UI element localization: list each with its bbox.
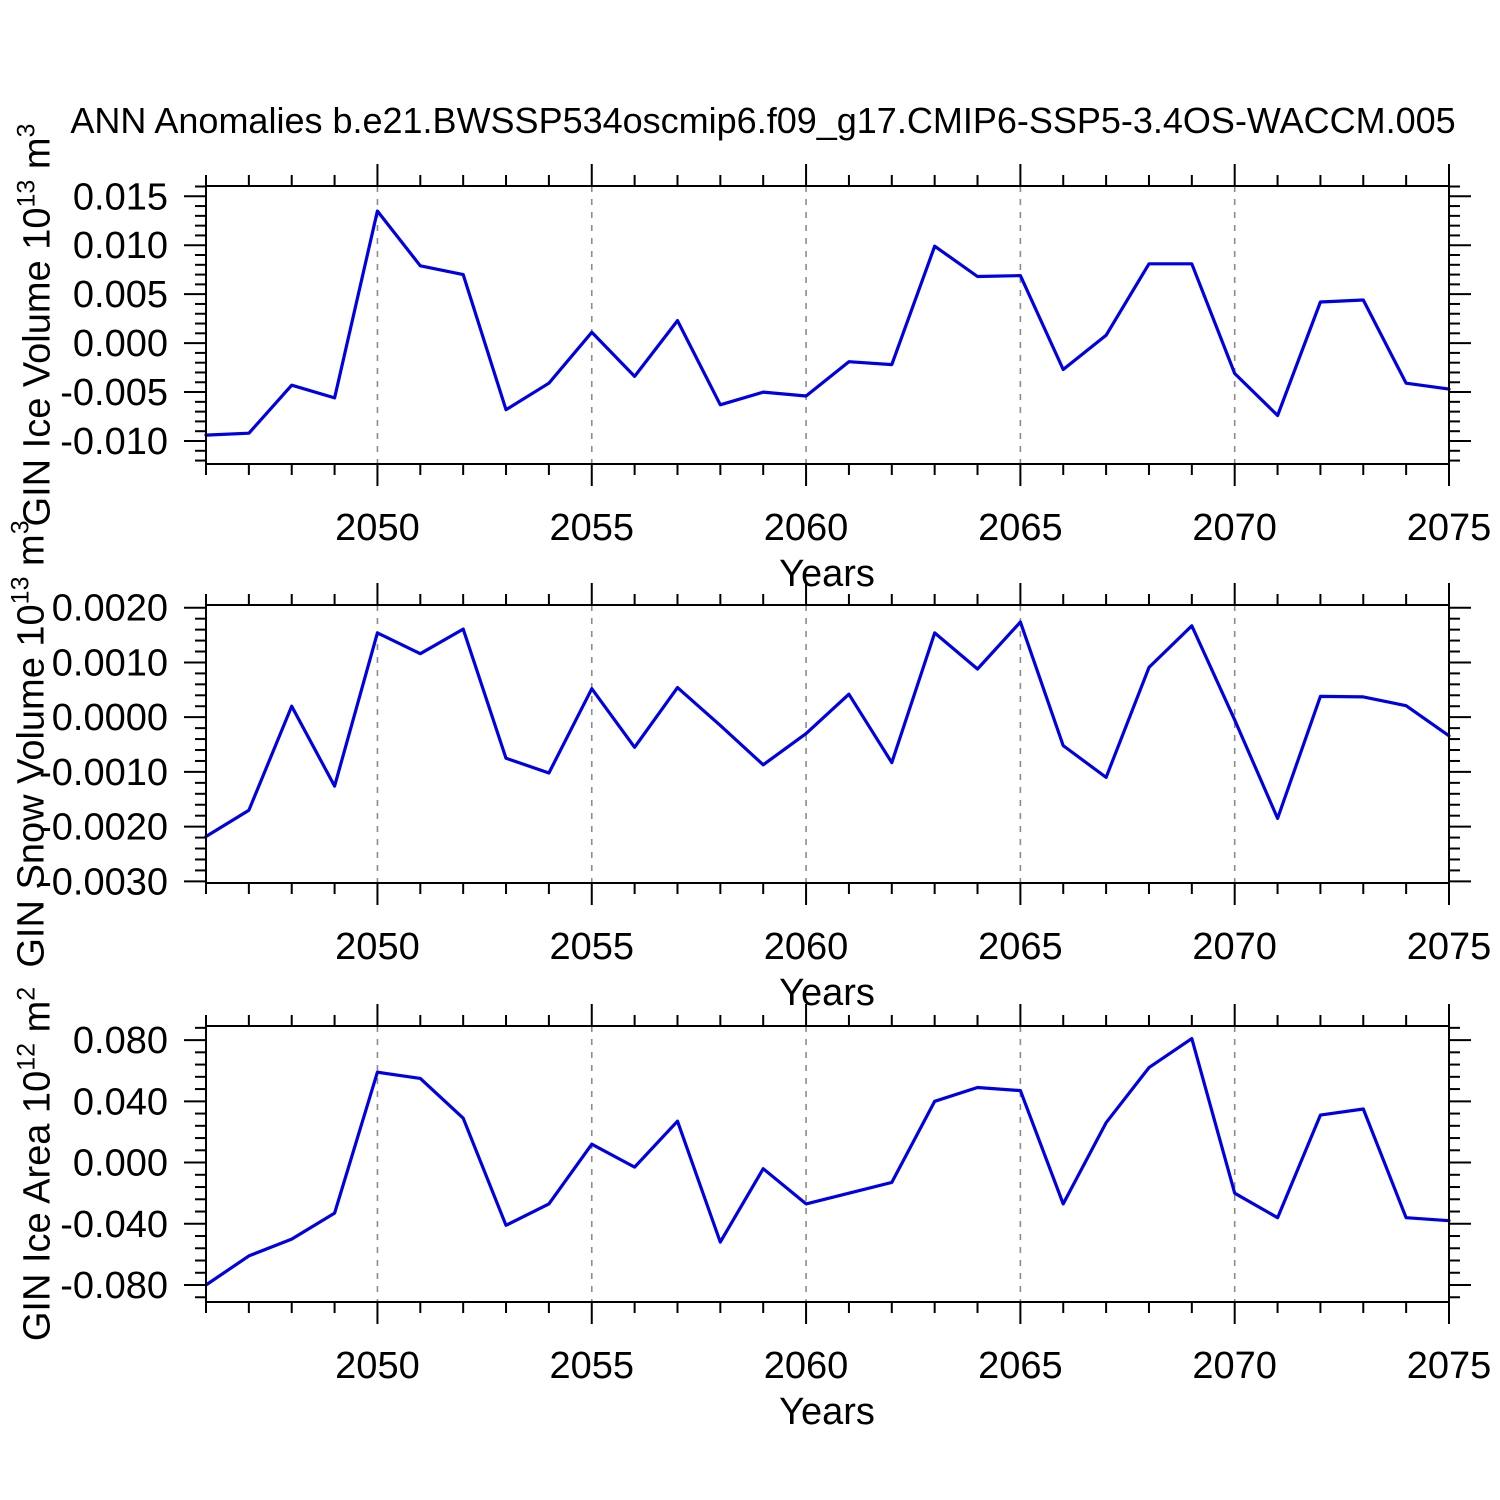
y-tick-label: 0.0020 xyxy=(52,588,168,630)
y-tick-label: 0.0000 xyxy=(52,697,168,739)
y-tick-label: -0.040 xyxy=(60,1204,168,1246)
x-tick-label: 2060 xyxy=(764,926,849,968)
y-tick-label: -0.010 xyxy=(60,421,168,463)
y-tick-label: 0.000 xyxy=(73,1143,168,1185)
y-tick-label: 0.000 xyxy=(73,323,168,365)
panel-ice-area: 2050 2055 2060 2065 2070 2075 0.080 0.040 0.000 -… xyxy=(60,1004,1491,1387)
y-tick-label: 0.015 xyxy=(73,176,168,218)
x-tick-label: 2055 xyxy=(549,507,634,549)
x-tick-label: 2070 xyxy=(1192,1345,1277,1387)
panel-ice-volume: 2050 2055 2060 2065 2070 2075 0.015 0.010 0.005 0… xyxy=(60,164,1491,549)
plot-frame-snow-volume xyxy=(205,604,1450,884)
x-tick-label: 2070 xyxy=(1192,507,1277,549)
x-tick-label: 2060 xyxy=(764,1345,849,1387)
y-tick-label: -0.0030 xyxy=(39,861,168,903)
y-tick-label: 0.005 xyxy=(73,274,168,316)
x-tick-label: 2075 xyxy=(1407,926,1492,968)
data-line-ice-area xyxy=(204,1036,1451,1287)
x-axis-label-years-top: Years xyxy=(779,553,875,595)
panel-snow-volume: 2050 2055 2060 2065 2070 2075 0.0020 0.0010 0.00… xyxy=(39,583,1491,968)
x-tick-label: 2050 xyxy=(335,926,420,968)
plot-frame-ice-area xyxy=(205,1025,1450,1303)
y-tick-label: -0.080 xyxy=(60,1265,168,1307)
x-tick-label: 2065 xyxy=(978,1345,1063,1387)
chart-title: ANN Anomalies b.e21.BWSSP534oscmip6.f09_… xyxy=(70,100,1456,141)
y-tick-label: 0.010 xyxy=(73,225,168,267)
plot-frame-ice-volume xyxy=(205,185,1450,465)
y-tick-label: -0.0020 xyxy=(39,807,168,849)
data-line-ice-volume xyxy=(204,209,1451,437)
x-tick-label: 2065 xyxy=(978,507,1063,549)
y-tick-label: -0.0010 xyxy=(39,752,168,794)
x-tick-label: 2050 xyxy=(335,1345,420,1387)
y-tick-label: 0.040 xyxy=(73,1081,168,1123)
x-axis-label-years-bottom: Years xyxy=(779,1391,875,1433)
x-tick-label: 2055 xyxy=(549,926,634,968)
x-tick-label: 2075 xyxy=(1407,1345,1492,1387)
y-tick-label: 0.0010 xyxy=(52,642,168,684)
x-tick-label: 2055 xyxy=(549,1345,634,1387)
x-tick-label: 2050 xyxy=(335,507,420,549)
y-tick-label: 0.080 xyxy=(73,1020,168,1062)
y-tick-label: -0.005 xyxy=(60,372,168,414)
x-tick-label: 2075 xyxy=(1407,507,1492,549)
x-tick-label: 2060 xyxy=(764,507,849,549)
x-tick-label: 2070 xyxy=(1192,926,1277,968)
x-axis-label-years-middle: Years xyxy=(779,972,875,1014)
data-line-snow-volume xyxy=(204,620,1451,839)
x-tick-label: 2065 xyxy=(978,926,1063,968)
